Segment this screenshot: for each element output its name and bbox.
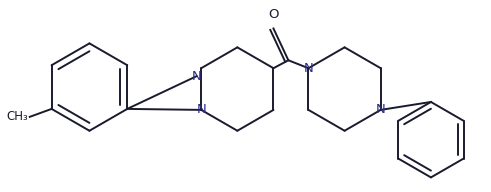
Text: CH₃: CH₃ (6, 110, 28, 123)
Text: O: O (268, 7, 279, 21)
Text: N: N (196, 103, 206, 116)
Text: N: N (192, 70, 201, 83)
Text: N: N (303, 62, 313, 75)
Text: N: N (376, 103, 385, 116)
